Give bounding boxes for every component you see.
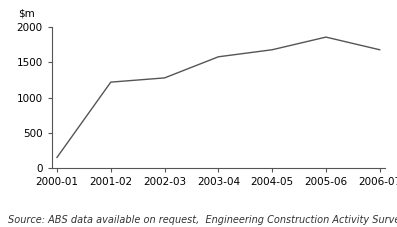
Text: Source: ABS data available on request,  Engineering Construction Activity Survey: Source: ABS data available on request, E… bbox=[8, 215, 397, 225]
Text: $m: $m bbox=[18, 9, 35, 19]
